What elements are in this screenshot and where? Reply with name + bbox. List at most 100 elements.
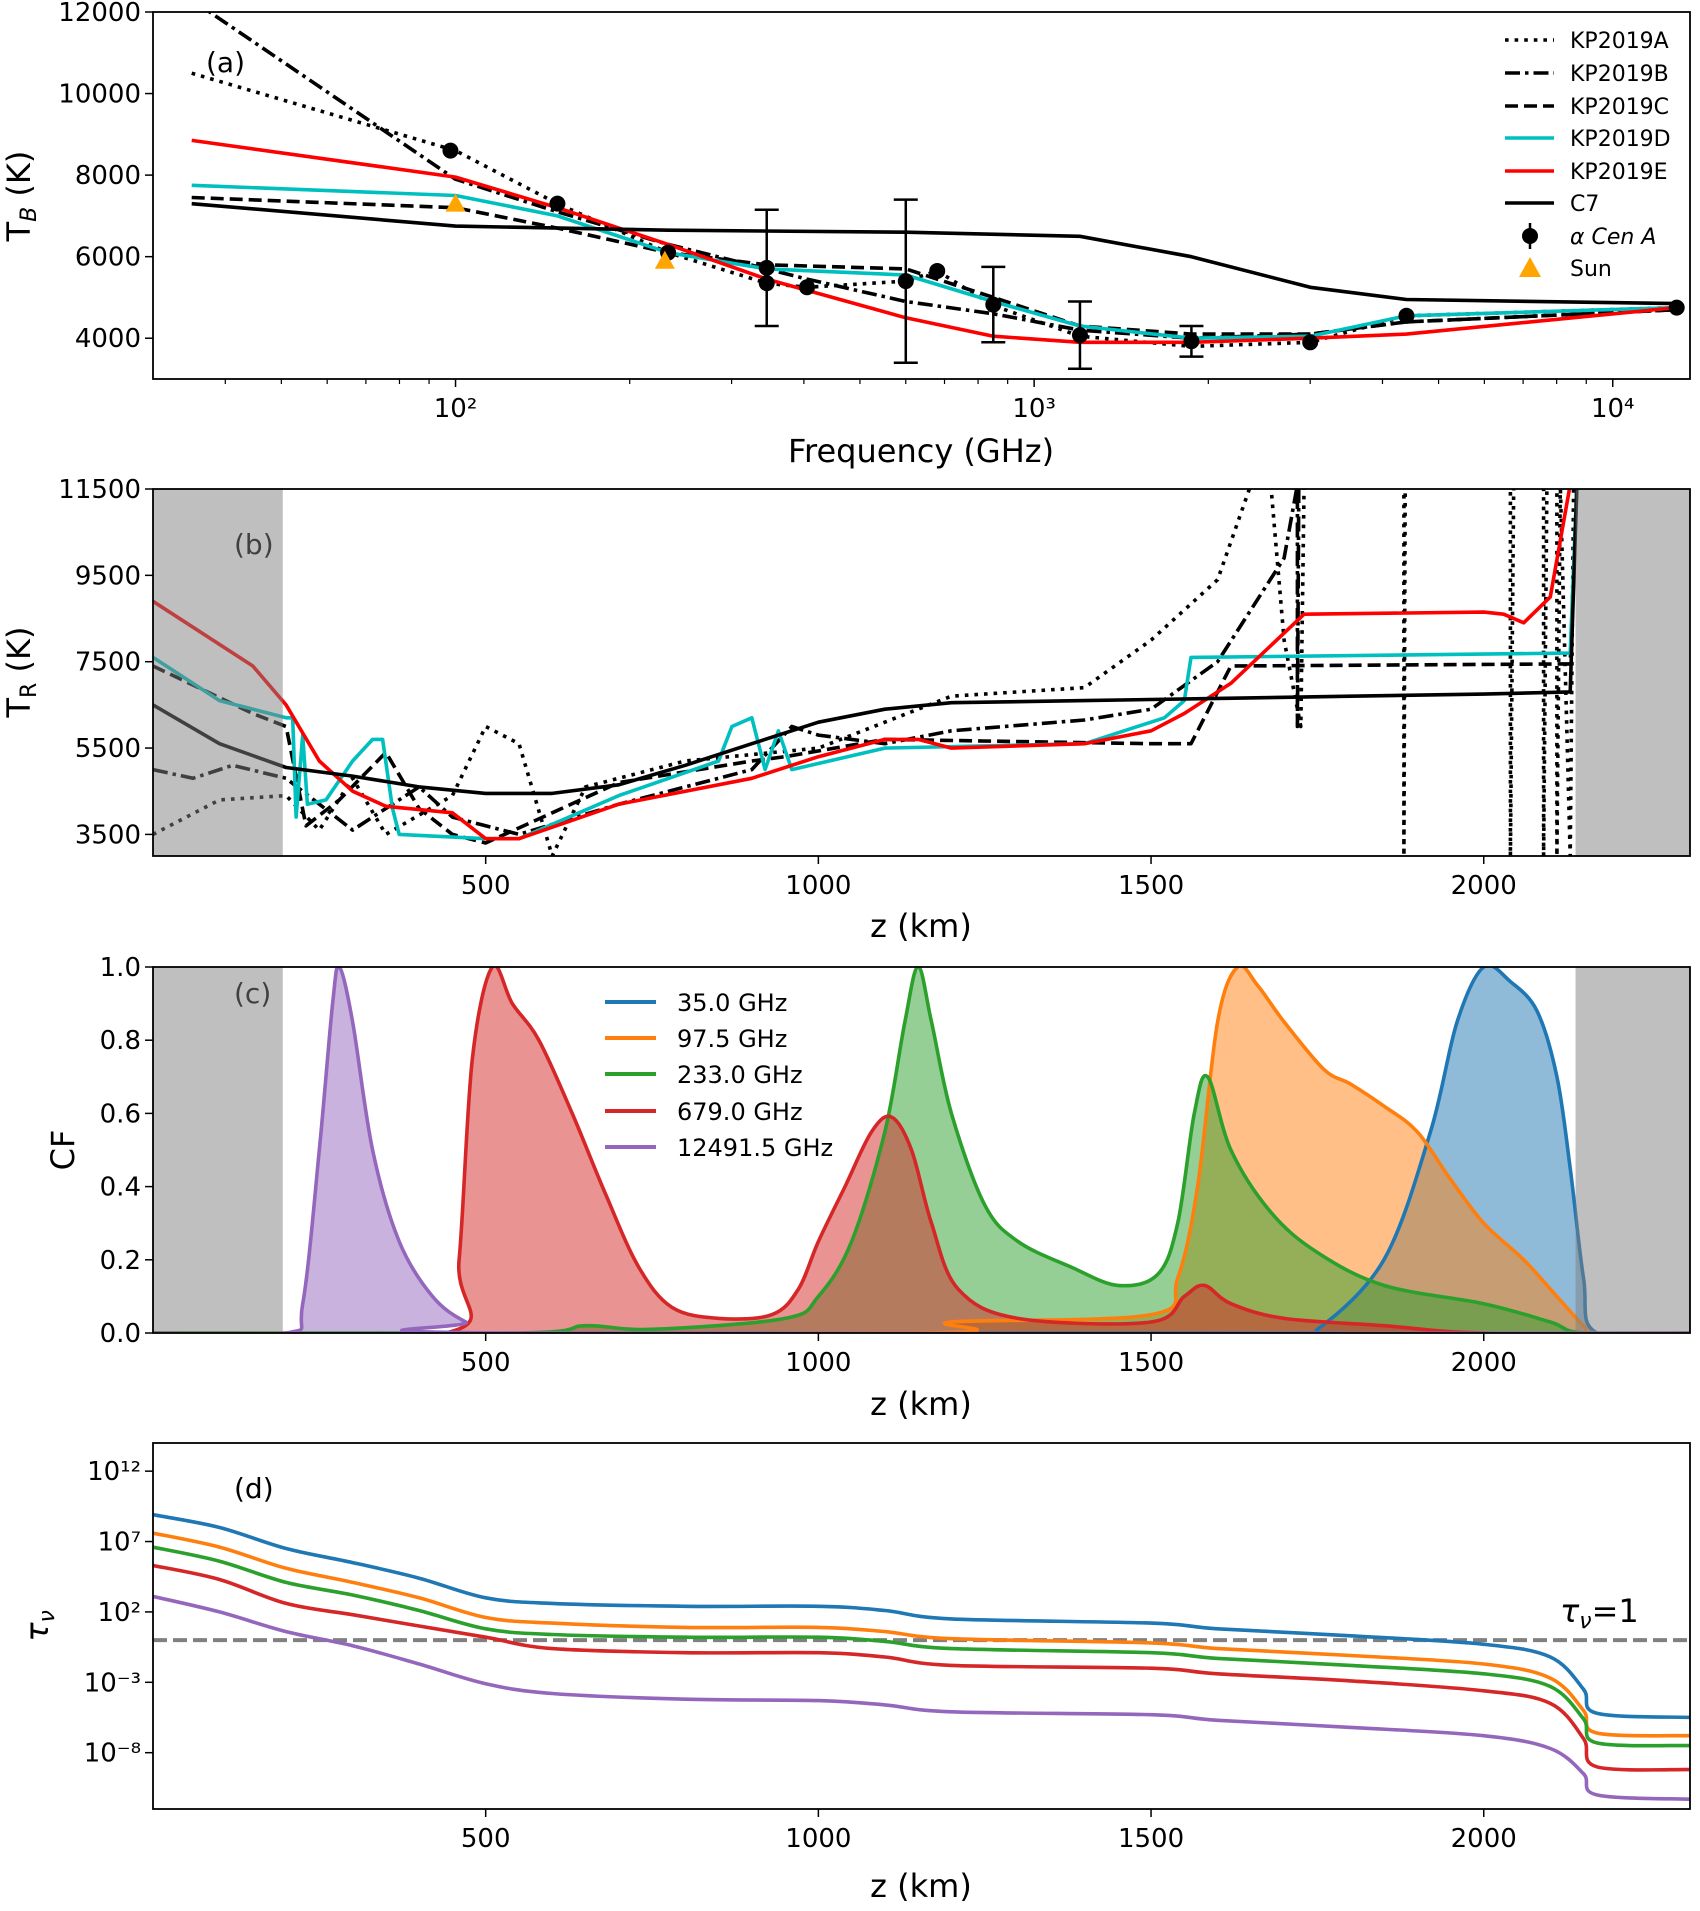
x-tick-label: 2000 bbox=[1451, 871, 1517, 901]
y-axis-label-b: TR (K) bbox=[0, 627, 42, 719]
legend-label-kp2019c: KP2019C bbox=[1570, 95, 1669, 120]
legend-swatch-sun bbox=[1519, 257, 1541, 277]
legend-label-12491ghz: 12491.5 GHz bbox=[677, 1134, 833, 1162]
legend-label-kp2019e: KP2019E bbox=[1570, 160, 1668, 185]
x-axis-label-b: z (km) bbox=[870, 907, 972, 945]
y-tick-label: 4000 bbox=[75, 324, 141, 354]
cf-line-0 bbox=[153, 967, 1690, 1333]
tau-line-4 bbox=[153, 1594, 1690, 1801]
y-axis-label-a: TB (K) bbox=[0, 151, 42, 243]
alpha-cen-a-point bbox=[758, 259, 775, 276]
tau-line-1 bbox=[153, 1531, 1690, 1738]
model-line-2 bbox=[153, 489, 1579, 845]
legend-label-233ghz: 233.0 GHz bbox=[677, 1061, 803, 1089]
x-tick-label: 10⁴ bbox=[1591, 394, 1635, 424]
tau-line-3 bbox=[153, 1563, 1690, 1772]
axes-frame-3 bbox=[152, 1442, 1691, 1810]
alpha-cen-a-point bbox=[985, 296, 1002, 313]
cf-fill-3 bbox=[153, 967, 1690, 1333]
sun-point bbox=[445, 193, 466, 212]
axes-frame-0 bbox=[152, 11, 1691, 380]
cf-line-2 bbox=[153, 967, 1690, 1333]
x-tick-label: 2000 bbox=[1451, 1348, 1517, 1378]
x-tick-label: 10³ bbox=[1012, 394, 1056, 424]
legend-label-kp2019d: KP2019D bbox=[1570, 127, 1671, 152]
x-tick-label: 1500 bbox=[1118, 871, 1184, 901]
cf-fill-4 bbox=[153, 967, 1690, 1333]
legend-label-35ghz: 35.0 GHz bbox=[677, 989, 787, 1017]
model-line-4 bbox=[153, 489, 1572, 841]
tau-equals-1-annotation: τν=1 bbox=[1560, 1592, 1639, 1634]
y-tick-label: 6000 bbox=[75, 243, 141, 273]
alpha-cen-a-point bbox=[758, 275, 775, 292]
y-tick-label: 1.0 bbox=[100, 953, 141, 983]
y-axis-label-c: CF bbox=[44, 1130, 82, 1171]
model-line-5 bbox=[153, 489, 1579, 796]
x-tick-label: 500 bbox=[461, 871, 511, 901]
y-tick-label: 10⁻³ bbox=[84, 1668, 141, 1698]
legend-c: 35.0 GHz 97.5 GHz 233.0 GHz 679.0 GHz 12… bbox=[605, 989, 833, 1162]
alpha-cen-a-point bbox=[1668, 299, 1685, 316]
x-axis-label-c: z (km) bbox=[870, 1385, 972, 1423]
legend-a: KP2019A KP2019B KP2019C KP2019D KP2019E … bbox=[1505, 29, 1671, 282]
alpha-cen-a-point bbox=[549, 195, 566, 212]
y-tick-label: 10⁻⁸ bbox=[84, 1739, 141, 1769]
model-line-C7 bbox=[191, 201, 1677, 306]
tau-line-0 bbox=[153, 1512, 1690, 1720]
legend-label-alpha-cen-a: α Cen A bbox=[1570, 225, 1656, 250]
x-axis-label-a: Frequency (GHz) bbox=[788, 432, 1054, 470]
alpha-cen-a-point bbox=[442, 142, 459, 159]
x-tick-label: 1500 bbox=[1118, 1348, 1184, 1378]
shaded-region-1 bbox=[1575, 489, 1690, 856]
axes-frame-1 bbox=[152, 488, 1691, 857]
cf-line-1 bbox=[153, 967, 1690, 1333]
legend-swatch-alpha-cen-a bbox=[1522, 228, 1538, 244]
y-tick-label: 12000 bbox=[58, 0, 141, 28]
y-tick-label: 0.2 bbox=[100, 1246, 141, 1276]
cf-line-3 bbox=[153, 967, 1690, 1333]
y-tick-label: 0.4 bbox=[100, 1173, 141, 1203]
cf-line-4 bbox=[153, 967, 1690, 1333]
x-tick-label: 500 bbox=[461, 1348, 511, 1378]
y-tick-label: 0.8 bbox=[100, 1026, 141, 1056]
x-tick-label: 1000 bbox=[785, 1348, 851, 1378]
alpha-cen-a-point bbox=[1398, 307, 1415, 324]
y-tick-label: 8000 bbox=[75, 161, 141, 191]
legend-label-97ghz: 97.5 GHz bbox=[677, 1025, 787, 1053]
plot-area-2 bbox=[153, 967, 1690, 1333]
plot-area-3 bbox=[153, 1512, 1690, 1801]
panel-label-a: (a) bbox=[206, 46, 245, 79]
y-tick-label: 9500 bbox=[75, 561, 141, 591]
axes-frame-2 bbox=[152, 966, 1691, 1334]
alpha-cen-a-point bbox=[1302, 334, 1319, 351]
y-tick-label: 10² bbox=[97, 1598, 141, 1628]
y-axis-label-d: τν bbox=[18, 1610, 60, 1642]
y-tick-label: 10¹² bbox=[87, 1457, 141, 1487]
model-line-KP2019A bbox=[191, 71, 1677, 349]
cf-fill-1 bbox=[153, 967, 1690, 1333]
legend-label-kp2019a: KP2019A bbox=[1570, 29, 1669, 54]
x-tick-label: 1000 bbox=[785, 1824, 851, 1854]
legend-label-679ghz: 679.0 GHz bbox=[677, 1098, 803, 1126]
alpha-cen-a-point bbox=[1183, 333, 1200, 350]
y-tick-label: 0.6 bbox=[100, 1099, 141, 1129]
y-tick-label: 3500 bbox=[75, 820, 141, 850]
x-tick-label: 1500 bbox=[1118, 1824, 1184, 1854]
y-tick-label: 11500 bbox=[58, 475, 141, 505]
model-line-KP2019D bbox=[191, 183, 1677, 340]
x-axis-label-d: z (km) bbox=[870, 1867, 972, 1905]
y-tick-label: 10⁷ bbox=[97, 1528, 141, 1558]
x-tick-label: 500 bbox=[461, 1824, 511, 1854]
shaded-region-0 bbox=[153, 489, 283, 856]
alpha-cen-a-point bbox=[1071, 327, 1088, 344]
panel-label-d: (d) bbox=[234, 1472, 274, 1505]
plot-area-1 bbox=[153, 489, 1690, 856]
y-tick-label: 7500 bbox=[75, 648, 141, 678]
shaded-region-0 bbox=[153, 967, 283, 1333]
tau-line-2 bbox=[153, 1545, 1690, 1748]
y-tick-label: 5500 bbox=[75, 734, 141, 764]
cf-fill-2 bbox=[153, 967, 1690, 1333]
y-tick-label: 0.0 bbox=[100, 1319, 141, 1349]
